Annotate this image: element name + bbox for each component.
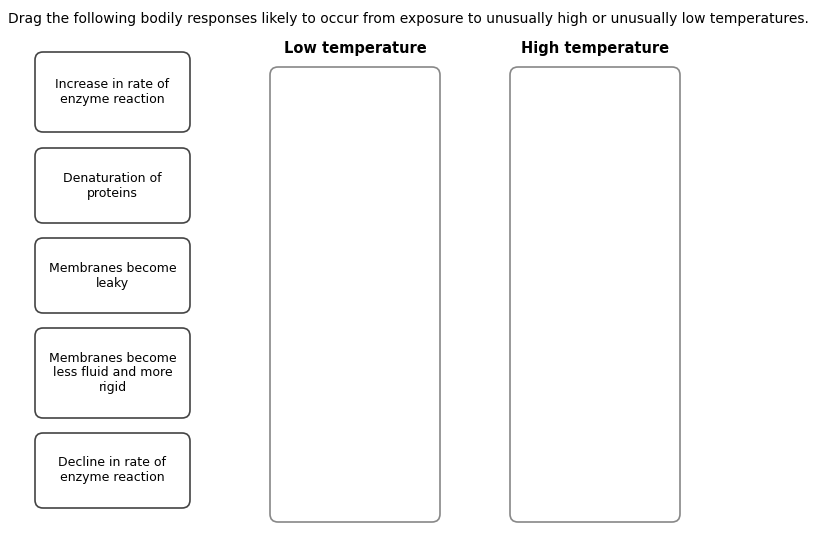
Text: High temperature: High temperature [521, 41, 669, 57]
FancyBboxPatch shape [35, 238, 190, 313]
FancyBboxPatch shape [35, 52, 190, 132]
FancyBboxPatch shape [35, 148, 190, 223]
Text: Denaturation of
proteins: Denaturation of proteins [63, 172, 162, 200]
FancyBboxPatch shape [35, 433, 190, 508]
Text: Membranes become
leaky: Membranes become leaky [49, 261, 176, 289]
Text: Membranes become
less fluid and more
rigid: Membranes become less fluid and more rig… [49, 351, 176, 394]
Text: Increase in rate of
enzyme reaction: Increase in rate of enzyme reaction [55, 78, 170, 106]
Text: Drag the following bodily responses likely to occur from exposure to unusually h: Drag the following bodily responses like… [8, 12, 809, 26]
Text: Low temperature: Low temperature [284, 41, 426, 57]
FancyBboxPatch shape [510, 67, 680, 522]
FancyBboxPatch shape [270, 67, 440, 522]
Text: Decline in rate of
enzyme reaction: Decline in rate of enzyme reaction [58, 456, 166, 485]
FancyBboxPatch shape [35, 328, 190, 418]
